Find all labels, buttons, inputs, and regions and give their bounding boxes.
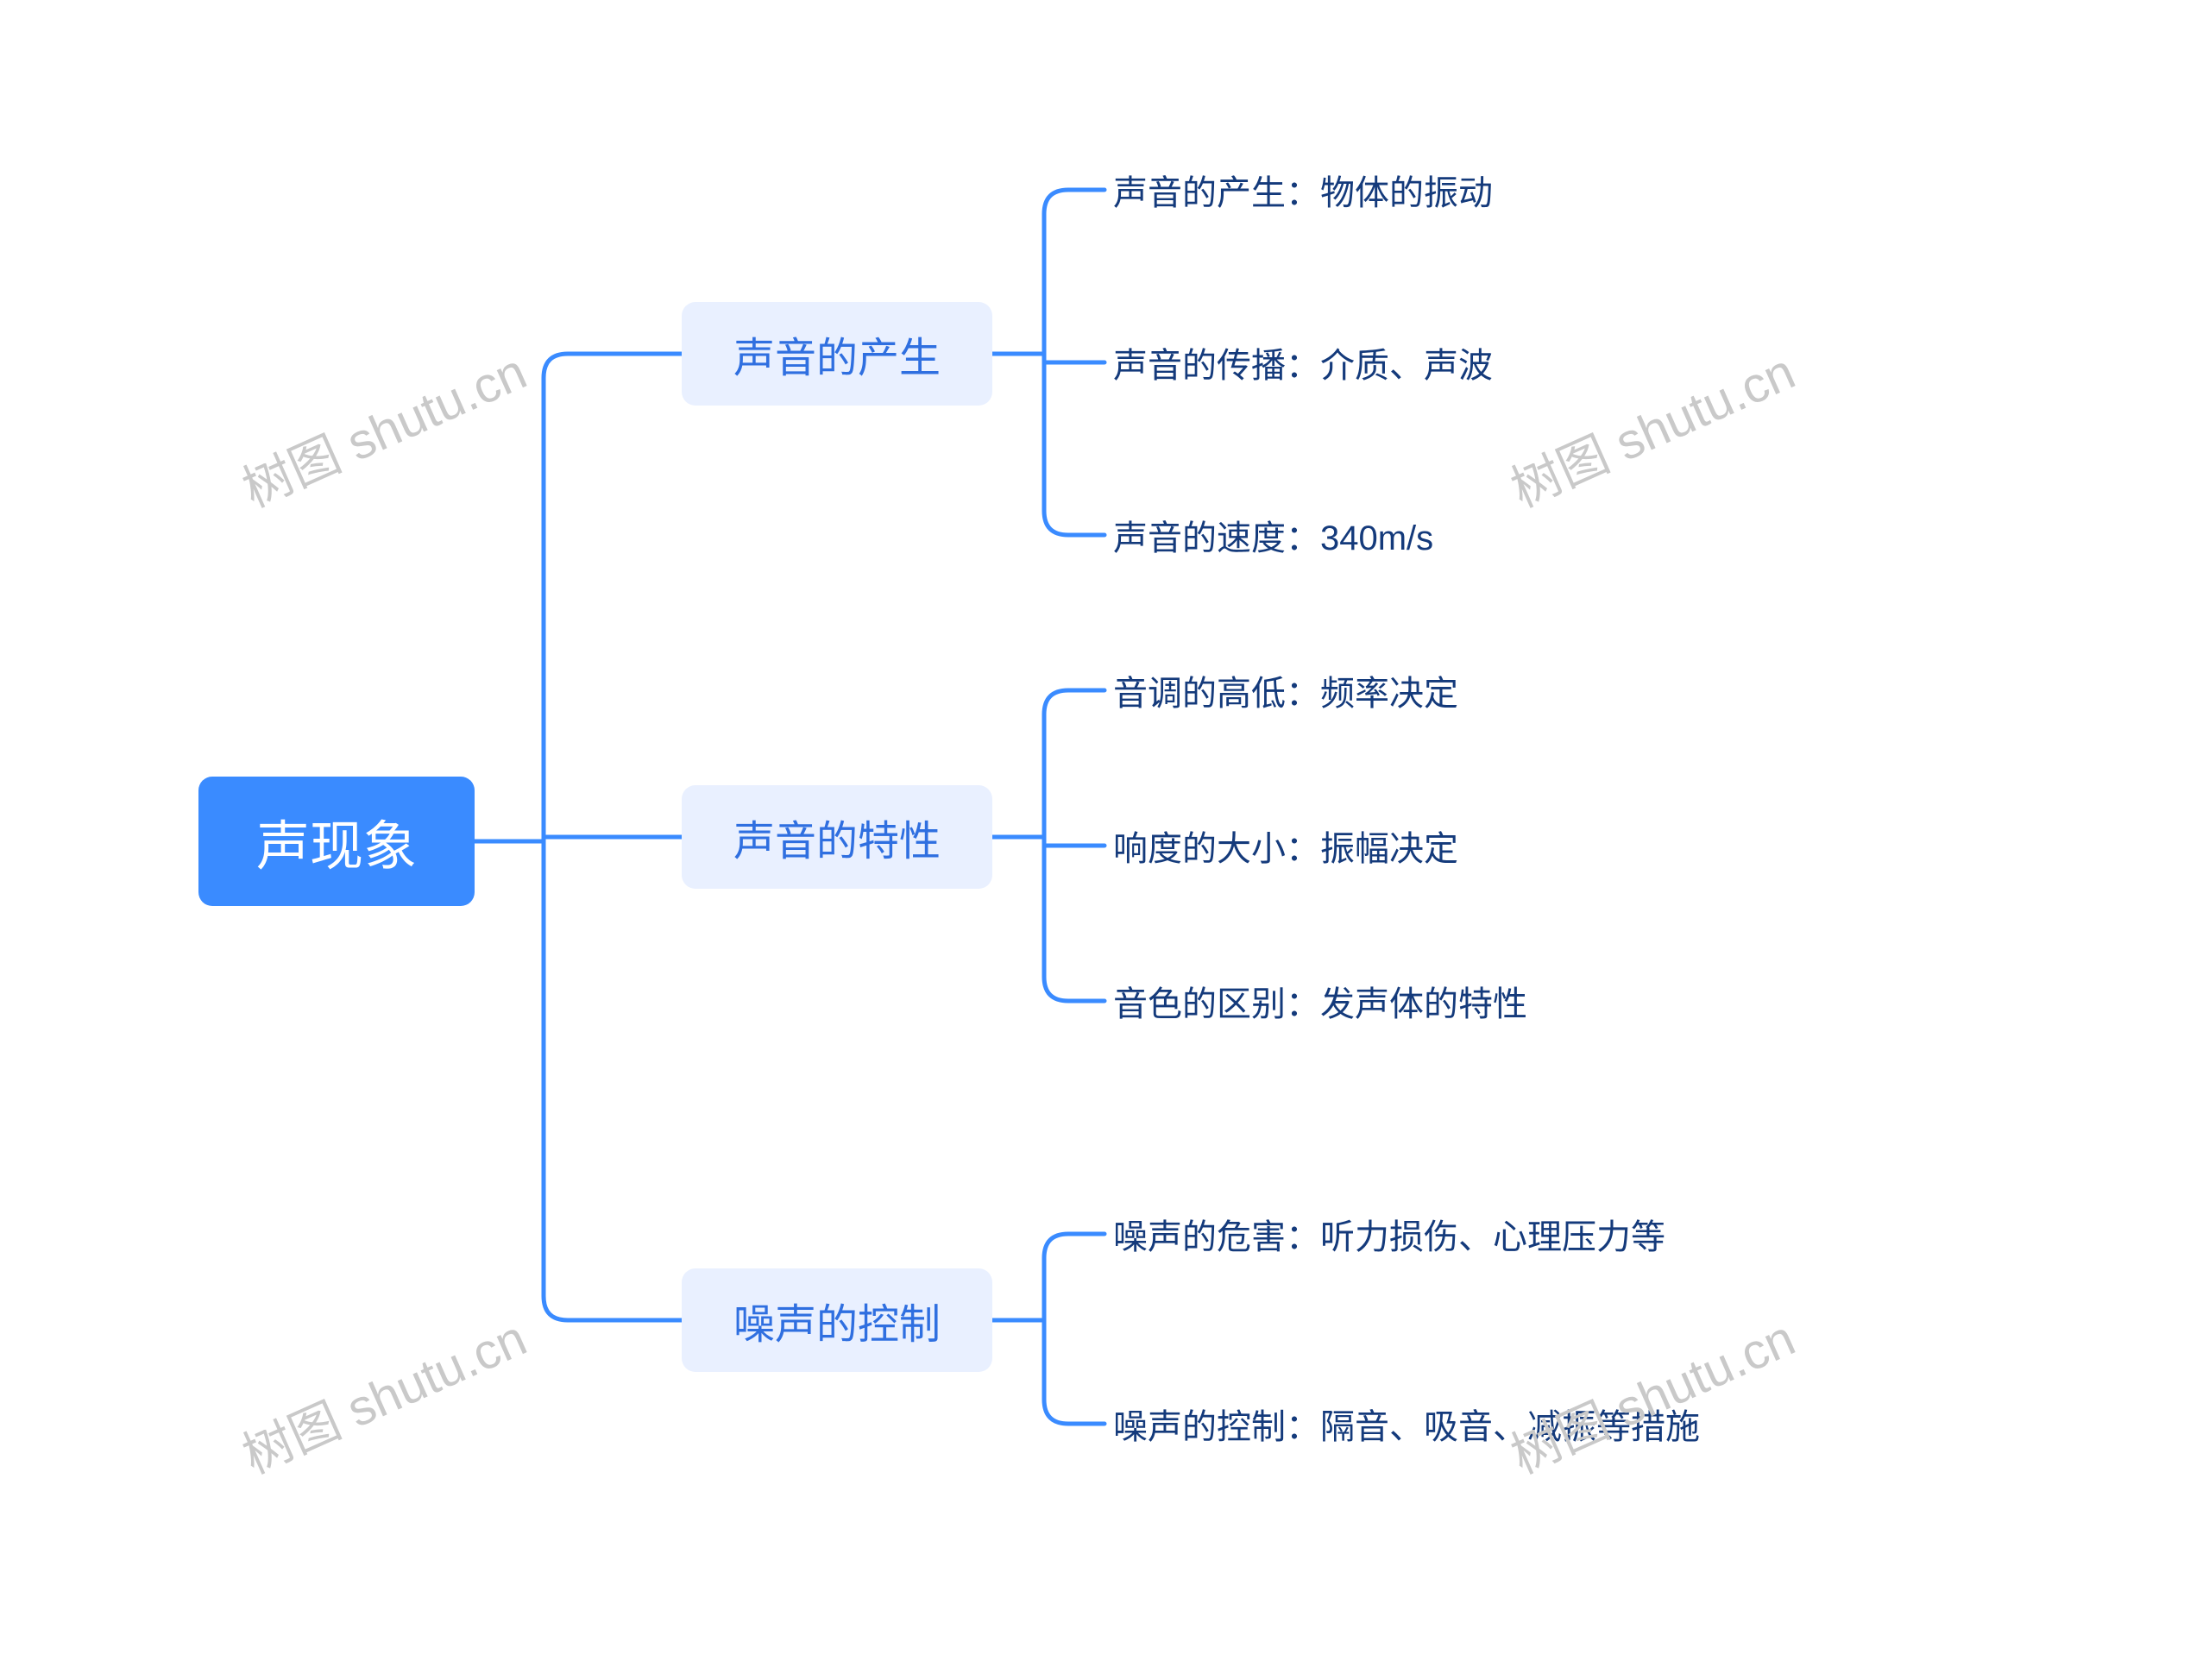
leaf-b2l3-label: 音色的区别：发声体的特性 (1113, 976, 1527, 1026)
branch-b2: 声音的特性 (682, 785, 992, 889)
branch-b3-label: 噪声的控制 (733, 1290, 941, 1350)
leaf-b2l2: 响度的大小：振幅决定 (1113, 820, 1458, 871)
leaf-b3l2-label: 噪声的控制：隔音、吸音、减振等措施 (1113, 1399, 1700, 1449)
leaf-b1l3-label: 声音的速度：340m/s (1113, 510, 1433, 560)
branch-b3: 噪声的控制 (682, 1268, 992, 1372)
leaf-b1l1: 声音的产生：物体的振动 (1113, 164, 1493, 216)
leaf-b3l2: 噪声的控制：隔音、吸音、减振等措施 (1113, 1398, 1700, 1450)
leaf-b2l3: 音色的区别：发声体的特性 (1113, 975, 1527, 1027)
leaf-b3l1-label: 噪声的危害：听力损伤、心理压力等 (1113, 1209, 1665, 1259)
leaf-b1l3: 声音的速度：340m/s (1113, 509, 1433, 561)
watermark-2: 树图 shutu.cn (230, 1298, 536, 1488)
leaf-b2l2-label: 响度的大小：振幅决定 (1113, 821, 1458, 871)
root-node-label: 声现象 (256, 802, 417, 880)
leaf-b3l1: 噪声的危害：听力损伤、心理压力等 (1113, 1208, 1665, 1260)
leaf-b1l1-label: 声音的产生：物体的振动 (1113, 165, 1493, 215)
leaf-b1l2: 声音的传播：介质、声波 (1113, 337, 1493, 388)
watermark-3: 树图 shutu.cn (1498, 1298, 1804, 1488)
branch-b1-label: 声音的产生 (733, 324, 941, 384)
watermark-1: 树图 shutu.cn (1498, 331, 1804, 521)
watermark-0: 树图 shutu.cn (230, 331, 536, 521)
leaf-b1l2-label: 声音的传播：介质、声波 (1113, 337, 1493, 387)
leaf-b2l1-label: 音调的高低：频率决定 (1113, 665, 1458, 715)
branch-b1: 声音的产生 (682, 302, 992, 406)
branch-b2-label: 声音的特性 (733, 807, 941, 867)
root-node: 声现象 (198, 777, 475, 906)
leaf-b2l1: 音调的高低：频率决定 (1113, 664, 1458, 716)
